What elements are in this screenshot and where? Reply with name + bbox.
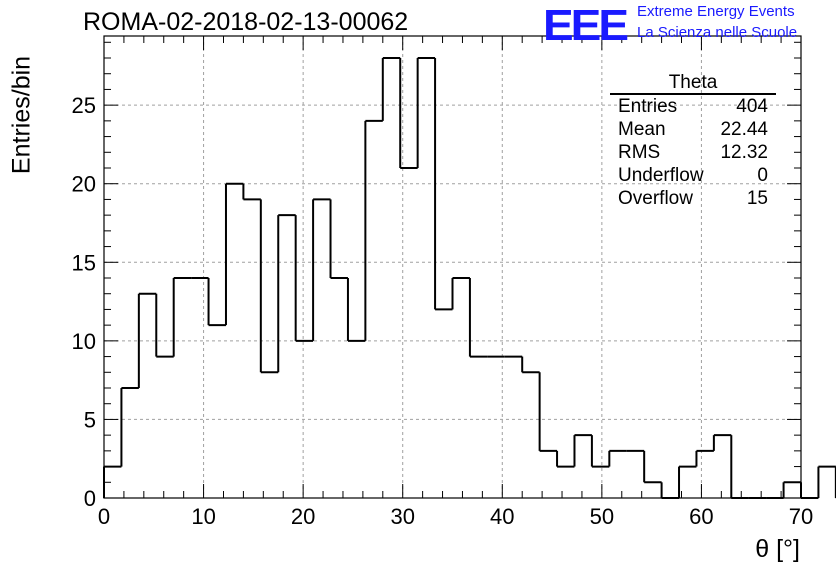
stats-value: 22.44: [720, 119, 768, 140]
y-tick-label: 25: [72, 93, 96, 118]
stats-value: 15: [746, 188, 768, 209]
stats-box: Theta Entries 404 Mean 22.44 RMS 12.32 U…: [610, 72, 776, 210]
stats-row-mean: Mean 22.44: [610, 118, 776, 141]
stats-label: Underflow: [618, 165, 704, 186]
plot-title: ROMA-02-2018-02-13-00062: [83, 8, 409, 36]
y-tick-label: 15: [72, 250, 96, 275]
stats-label: Entries: [618, 96, 678, 117]
stats-label: Overflow: [618, 188, 693, 209]
stats-label: Mean: [618, 119, 666, 140]
x-tick-label: 40: [490, 504, 514, 529]
stats-row-rms: RMS 12.32: [610, 141, 776, 164]
brand-tagline: La Scienza nelle Scuole: [637, 24, 798, 41]
x-tick-label: 60: [689, 504, 713, 529]
x-tick-label: 10: [191, 504, 215, 529]
y-tick-label: 0: [84, 486, 96, 511]
eee-logo: EEE: [543, 0, 629, 50]
x-tick-label: 20: [291, 504, 315, 529]
y-tick-label: 5: [84, 407, 96, 432]
stats-label: RMS: [618, 142, 661, 163]
y-tick-label: 20: [72, 172, 96, 197]
x-tick-label: 50: [590, 504, 614, 529]
x-axis-label: θ [°]: [755, 535, 800, 563]
brand-name: Extreme Energy Events: [637, 3, 795, 20]
x-tick-label: 0: [98, 504, 110, 529]
stats-value: 404: [736, 96, 768, 117]
stats-value: 12.32: [720, 142, 768, 163]
stats-title: Theta: [610, 72, 776, 95]
stats-value: 0: [757, 165, 768, 186]
stats-row-underflow: Underflow 0: [610, 164, 776, 187]
stats-row-entries: Entries 404: [610, 95, 776, 118]
plot-frame: [103, 35, 802, 499]
x-tick-label: 70: [789, 504, 813, 529]
stats-row-overflow: Overflow 15: [610, 187, 776, 210]
y-tick-label: 10: [72, 329, 96, 354]
y-axis-label: Entries/bin: [7, 55, 36, 175]
x-tick-label: 30: [390, 504, 414, 529]
